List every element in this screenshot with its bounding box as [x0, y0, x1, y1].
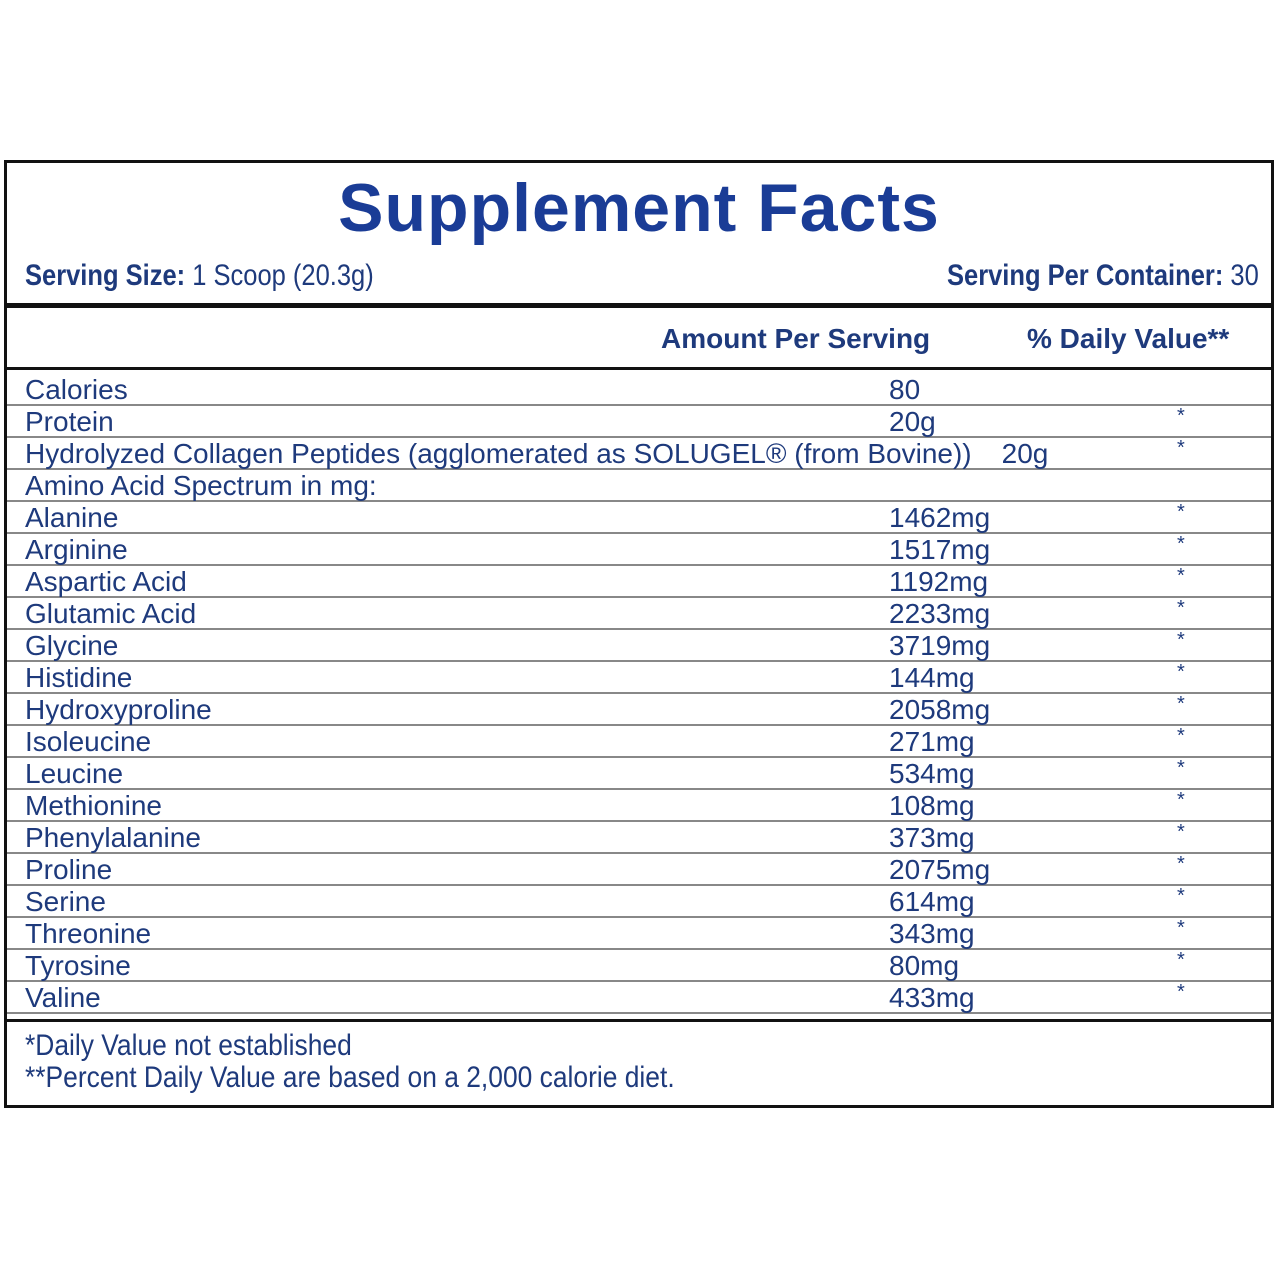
nutrient-name: Tyrosine	[25, 950, 131, 981]
divider	[7, 303, 1271, 308]
daily-value: *	[1177, 661, 1185, 683]
table-row: Proline 2075mg *	[7, 853, 1271, 886]
nutrient-name: Glutamic Acid	[25, 598, 197, 629]
table-row: Histidine 144mg *	[7, 661, 1271, 694]
amount: 2058mg	[889, 694, 991, 725]
servings-value: 30	[1230, 259, 1259, 292]
serving-size-value: 1 Scoop (20.3g)	[192, 259, 374, 292]
nutrient-name: Arginine	[25, 534, 128, 565]
amount: 1517mg	[889, 534, 991, 565]
divider	[7, 367, 1271, 370]
amount: 144mg	[889, 662, 975, 693]
nutrient-name: Histidine	[25, 662, 133, 693]
daily-value: *	[1177, 757, 1185, 779]
table-row: Glycine 3719mg *	[7, 629, 1271, 662]
supplement-facts-panel: Supplement Facts Serving Size: 1 Scoop (…	[4, 160, 1274, 1108]
daily-value: *	[1177, 789, 1185, 811]
amount: 3719mg	[889, 630, 991, 661]
table-row: Isoleucine 271mg *	[7, 725, 1271, 758]
table-row: Alanine 1462mg *	[7, 501, 1271, 534]
servings-label: Serving Per Container:	[947, 259, 1224, 292]
amount: 2233mg	[889, 598, 991, 629]
column-header: % Daily Value**	[1027, 323, 1230, 354]
amount: 20g	[1001, 438, 1049, 469]
table-row: Glutamic Acid 2233mg *	[7, 597, 1271, 630]
nutrient-name: Protein	[25, 406, 114, 437]
amount: 1192mg	[889, 566, 989, 597]
amount: 108mg	[889, 790, 975, 821]
nutrient-name: Methionine	[25, 790, 162, 821]
amount: 433mg	[889, 982, 975, 1013]
amount: 534mg	[889, 758, 975, 789]
daily-value: *	[1177, 597, 1185, 619]
serving-size: Serving Size: 1 Scoop (20.3g)	[25, 259, 374, 293]
daily-value: *	[1177, 885, 1185, 907]
daily-value: *	[1177, 565, 1185, 587]
footnote: **Percent Daily Value are based on a 2,0…	[25, 1061, 675, 1094]
nutrient-name: Leucine	[25, 758, 124, 789]
serving-size-label: Serving Size:	[25, 259, 186, 292]
amount: 80	[889, 374, 921, 405]
daily-value: *	[1177, 949, 1185, 971]
daily-value: *	[1177, 981, 1185, 1003]
title: Supplement Facts	[338, 170, 940, 246]
table-row: Methionine 108mg *	[7, 789, 1271, 822]
nutrient-name: Hydrolyzed Collagen Peptides (agglomerat…	[25, 438, 972, 469]
daily-value: *	[1177, 629, 1185, 651]
table-row: Phenylalanine 373mg *	[7, 821, 1271, 854]
daily-value: *	[1177, 437, 1185, 459]
table-row: Aspartic Acid 1192mg *	[7, 565, 1271, 598]
daily-value: *	[1177, 501, 1185, 523]
daily-value: *	[1177, 533, 1185, 555]
servings: Serving Per Container: 30	[947, 259, 1259, 293]
amount: 343mg	[889, 918, 975, 949]
amount: 271mg	[889, 726, 975, 757]
table-row: Arginine 1517mg *	[7, 533, 1271, 566]
daily-value: *	[1177, 917, 1185, 939]
nutrient-name: Alanine	[25, 502, 119, 533]
table-row: Valine 433mg *	[7, 981, 1271, 1014]
nutrient-name: Calories	[25, 374, 128, 405]
daily-value: *	[1177, 405, 1185, 427]
footnote: *Daily Value not established	[25, 1029, 352, 1062]
table-row: Hydrolyzed Collagen Peptides (agglomerat…	[7, 437, 1271, 470]
nutrient-name: Amino Acid Spectrum in mg:	[25, 470, 377, 501]
daily-value: *	[1177, 725, 1185, 747]
nutrient-name: Glycine	[25, 630, 119, 661]
daily-value: *	[1177, 853, 1185, 875]
nutrient-name: Isoleucine	[25, 726, 152, 757]
amount: 20g	[889, 406, 936, 437]
table-rows: Calories 80 Protein 20g * Hydrolyzed Collagen…	[7, 374, 1271, 1014]
daily-value: *	[1177, 693, 1185, 715]
table-row: Tyrosine 80mg *	[7, 949, 1271, 982]
table-row: Leucine 534mg *	[7, 757, 1271, 790]
nutrient-name: Threonine	[25, 918, 152, 949]
amount: 2075mg	[889, 854, 991, 885]
amount: 1462mg	[889, 502, 991, 533]
nutrient-name: Phenylalanine	[25, 822, 201, 853]
nutrient-name: Serine	[25, 886, 106, 917]
table-row: Threonine 343mg *	[7, 917, 1271, 950]
table-row: Hydroxyproline 2058mg *	[7, 693, 1271, 726]
table-row: Calories 80	[7, 374, 1271, 406]
divider	[7, 1019, 1271, 1022]
table-row: Protein 20g *	[7, 405, 1271, 438]
nutrient-name: Valine	[25, 982, 101, 1013]
table-row: Amino Acid Spectrum in mg:	[7, 470, 1271, 502]
table-row: Serine 614mg *	[7, 885, 1271, 918]
nutrient-name: Proline	[25, 854, 113, 885]
amount: 80mg	[889, 950, 960, 981]
column-header: Amount Per Serving	[661, 323, 931, 354]
amount: 614mg	[889, 886, 975, 917]
nutrient-name: Hydroxyproline	[25, 694, 212, 725]
daily-value: *	[1177, 821, 1185, 843]
amount: 373mg	[889, 822, 975, 853]
nutrient-name: Aspartic Acid	[25, 566, 187, 597]
